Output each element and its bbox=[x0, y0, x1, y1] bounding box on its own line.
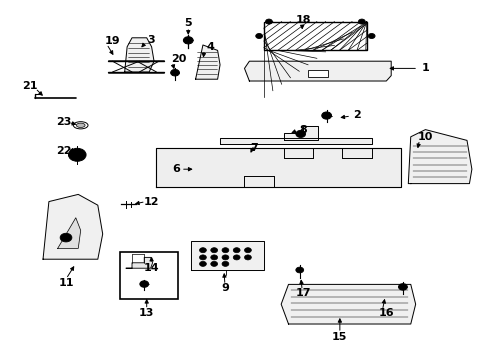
Text: 6: 6 bbox=[172, 164, 180, 174]
Circle shape bbox=[140, 281, 148, 287]
Circle shape bbox=[398, 284, 407, 290]
Polygon shape bbox=[156, 148, 400, 187]
Circle shape bbox=[222, 261, 228, 266]
Polygon shape bbox=[407, 130, 471, 184]
Text: 22: 22 bbox=[56, 146, 71, 156]
Circle shape bbox=[255, 33, 262, 39]
Circle shape bbox=[76, 154, 79, 156]
Polygon shape bbox=[43, 194, 102, 259]
Text: 11: 11 bbox=[58, 278, 74, 288]
Polygon shape bbox=[126, 257, 152, 268]
Circle shape bbox=[367, 33, 374, 39]
Polygon shape bbox=[244, 61, 390, 81]
Circle shape bbox=[222, 255, 228, 260]
Text: 5: 5 bbox=[184, 18, 192, 28]
Circle shape bbox=[210, 255, 217, 260]
Circle shape bbox=[233, 248, 240, 253]
Text: 15: 15 bbox=[331, 332, 347, 342]
Circle shape bbox=[265, 19, 272, 24]
Circle shape bbox=[295, 130, 305, 138]
Text: 10: 10 bbox=[417, 132, 432, 142]
Text: 4: 4 bbox=[206, 42, 214, 52]
Text: 1: 1 bbox=[421, 63, 428, 73]
Circle shape bbox=[60, 233, 72, 242]
Circle shape bbox=[321, 112, 331, 119]
Text: 18: 18 bbox=[295, 15, 310, 25]
Circle shape bbox=[72, 151, 82, 158]
Text: 19: 19 bbox=[104, 36, 120, 46]
Polygon shape bbox=[195, 45, 220, 79]
Polygon shape bbox=[58, 218, 81, 248]
Circle shape bbox=[244, 255, 251, 260]
Polygon shape bbox=[220, 138, 371, 144]
Circle shape bbox=[210, 261, 217, 266]
Circle shape bbox=[199, 261, 206, 266]
Circle shape bbox=[358, 19, 365, 24]
Circle shape bbox=[183, 37, 193, 44]
Text: 20: 20 bbox=[170, 54, 186, 64]
Bar bbox=[120, 252, 178, 299]
Polygon shape bbox=[283, 126, 317, 140]
Text: 12: 12 bbox=[143, 197, 159, 207]
Text: 2: 2 bbox=[352, 110, 360, 120]
Text: 16: 16 bbox=[378, 308, 393, 318]
Text: 7: 7 bbox=[250, 143, 258, 153]
Text: 8: 8 bbox=[299, 125, 306, 135]
Circle shape bbox=[199, 255, 206, 260]
Bar bbox=[264, 22, 366, 50]
Circle shape bbox=[244, 248, 251, 253]
Bar bbox=[307, 70, 327, 77]
Text: 13: 13 bbox=[139, 308, 154, 318]
Polygon shape bbox=[124, 38, 154, 72]
Bar bbox=[264, 22, 366, 50]
Circle shape bbox=[199, 248, 206, 253]
Polygon shape bbox=[190, 241, 264, 270]
Text: 21: 21 bbox=[22, 81, 38, 91]
Circle shape bbox=[222, 248, 228, 253]
Polygon shape bbox=[281, 284, 415, 324]
Circle shape bbox=[210, 248, 217, 253]
Circle shape bbox=[233, 255, 240, 260]
Ellipse shape bbox=[73, 122, 88, 129]
Ellipse shape bbox=[76, 123, 85, 127]
Text: 3: 3 bbox=[147, 35, 155, 45]
Circle shape bbox=[68, 148, 86, 161]
Circle shape bbox=[170, 69, 179, 76]
Circle shape bbox=[295, 267, 303, 273]
Text: 17: 17 bbox=[295, 288, 310, 298]
Text: 9: 9 bbox=[221, 283, 228, 293]
Text: 14: 14 bbox=[143, 263, 159, 273]
Text: 23: 23 bbox=[56, 117, 71, 127]
